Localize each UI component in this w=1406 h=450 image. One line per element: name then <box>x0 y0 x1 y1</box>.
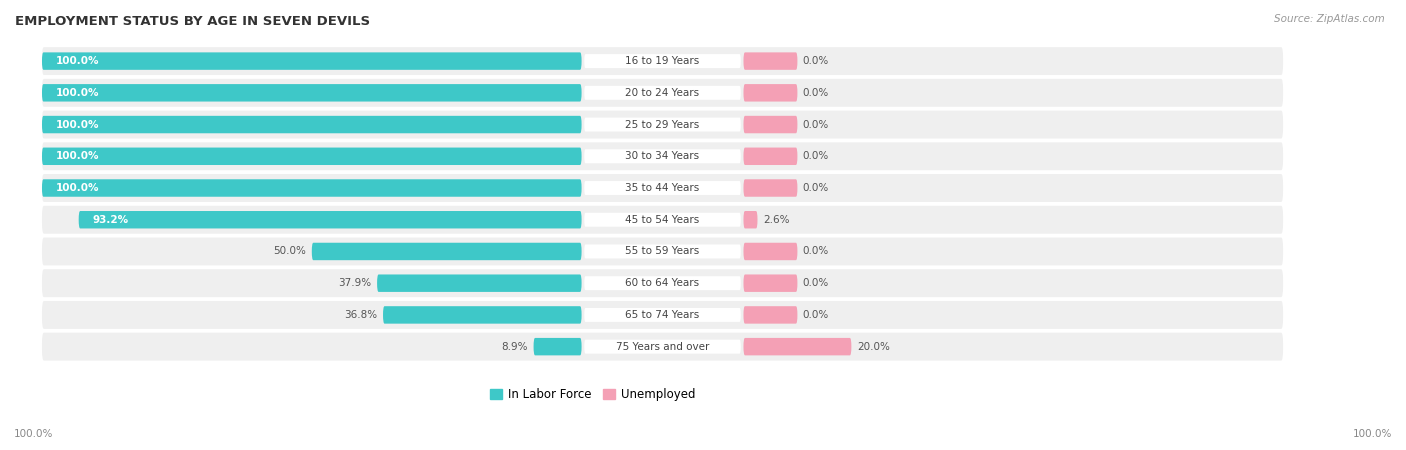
FancyBboxPatch shape <box>377 274 582 292</box>
Text: 100.0%: 100.0% <box>55 151 98 161</box>
FancyBboxPatch shape <box>744 274 797 292</box>
Text: Source: ZipAtlas.com: Source: ZipAtlas.com <box>1274 14 1385 23</box>
FancyBboxPatch shape <box>42 79 1284 107</box>
FancyBboxPatch shape <box>42 238 1284 266</box>
Text: 50.0%: 50.0% <box>274 247 307 256</box>
FancyBboxPatch shape <box>585 244 741 258</box>
FancyBboxPatch shape <box>42 111 1284 139</box>
FancyBboxPatch shape <box>585 308 741 322</box>
FancyBboxPatch shape <box>585 340 741 354</box>
FancyBboxPatch shape <box>585 86 741 100</box>
FancyBboxPatch shape <box>42 116 582 133</box>
FancyBboxPatch shape <box>533 338 582 356</box>
Text: 60 to 64 Years: 60 to 64 Years <box>626 278 700 288</box>
Text: 0.0%: 0.0% <box>803 278 830 288</box>
Text: 36.8%: 36.8% <box>344 310 378 320</box>
Text: 93.2%: 93.2% <box>93 215 128 225</box>
Text: 0.0%: 0.0% <box>803 120 830 130</box>
FancyBboxPatch shape <box>744 306 797 324</box>
Text: 75 Years and over: 75 Years and over <box>616 342 709 351</box>
Text: 100.0%: 100.0% <box>55 88 98 98</box>
FancyBboxPatch shape <box>585 213 741 227</box>
FancyBboxPatch shape <box>585 181 741 195</box>
FancyBboxPatch shape <box>42 333 1284 360</box>
FancyBboxPatch shape <box>382 306 582 324</box>
FancyBboxPatch shape <box>585 149 741 163</box>
FancyBboxPatch shape <box>42 301 1284 329</box>
Text: 2.6%: 2.6% <box>763 215 789 225</box>
Text: 16 to 19 Years: 16 to 19 Years <box>626 56 700 66</box>
Text: 0.0%: 0.0% <box>803 310 830 320</box>
FancyBboxPatch shape <box>744 148 797 165</box>
FancyBboxPatch shape <box>42 47 1284 75</box>
FancyBboxPatch shape <box>585 276 741 290</box>
FancyBboxPatch shape <box>744 211 758 229</box>
FancyBboxPatch shape <box>744 338 852 356</box>
FancyBboxPatch shape <box>42 52 582 70</box>
Text: 100.0%: 100.0% <box>55 120 98 130</box>
Text: 8.9%: 8.9% <box>502 342 529 351</box>
Text: 37.9%: 37.9% <box>339 278 371 288</box>
FancyBboxPatch shape <box>42 269 1284 297</box>
Text: 0.0%: 0.0% <box>803 88 830 98</box>
Text: EMPLOYMENT STATUS BY AGE IN SEVEN DEVILS: EMPLOYMENT STATUS BY AGE IN SEVEN DEVILS <box>15 15 370 28</box>
Text: 100.0%: 100.0% <box>55 56 98 66</box>
Text: 35 to 44 Years: 35 to 44 Years <box>626 183 700 193</box>
Text: 65 to 74 Years: 65 to 74 Years <box>626 310 700 320</box>
Text: 20 to 24 Years: 20 to 24 Years <box>626 88 700 98</box>
Text: 45 to 54 Years: 45 to 54 Years <box>626 215 700 225</box>
Text: 20.0%: 20.0% <box>856 342 890 351</box>
FancyBboxPatch shape <box>79 211 582 229</box>
Legend: In Labor Force, Unemployed: In Labor Force, Unemployed <box>485 383 700 406</box>
FancyBboxPatch shape <box>744 179 797 197</box>
Text: 0.0%: 0.0% <box>803 183 830 193</box>
FancyBboxPatch shape <box>585 54 741 68</box>
Text: 100.0%: 100.0% <box>1353 429 1392 439</box>
FancyBboxPatch shape <box>42 142 1284 170</box>
Text: 0.0%: 0.0% <box>803 56 830 66</box>
FancyBboxPatch shape <box>744 84 797 102</box>
FancyBboxPatch shape <box>42 179 582 197</box>
FancyBboxPatch shape <box>585 117 741 131</box>
Text: 100.0%: 100.0% <box>14 429 53 439</box>
Text: 0.0%: 0.0% <box>803 247 830 256</box>
Text: 0.0%: 0.0% <box>803 151 830 161</box>
FancyBboxPatch shape <box>42 174 1284 202</box>
FancyBboxPatch shape <box>312 243 582 260</box>
FancyBboxPatch shape <box>42 206 1284 234</box>
FancyBboxPatch shape <box>744 243 797 260</box>
Text: 25 to 29 Years: 25 to 29 Years <box>626 120 700 130</box>
FancyBboxPatch shape <box>744 116 797 133</box>
FancyBboxPatch shape <box>744 52 797 70</box>
Text: 30 to 34 Years: 30 to 34 Years <box>626 151 700 161</box>
FancyBboxPatch shape <box>42 84 582 102</box>
Text: 100.0%: 100.0% <box>55 183 98 193</box>
Text: 55 to 59 Years: 55 to 59 Years <box>626 247 700 256</box>
FancyBboxPatch shape <box>42 148 582 165</box>
